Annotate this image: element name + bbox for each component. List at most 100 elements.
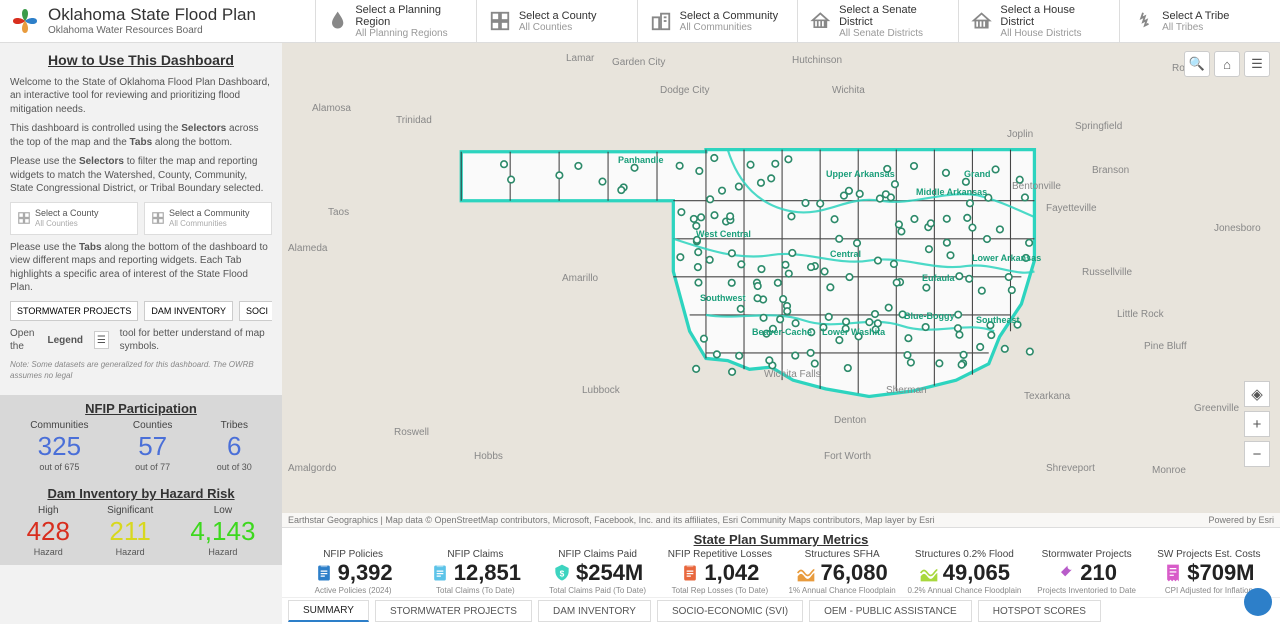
selector-0[interactable]: Select a Planning RegionAll Planning Reg… [315,0,476,42]
dam-stat-2: Low4,143Hazard [190,505,255,557]
region-label: Middle Arkansas [916,187,987,197]
city-label: Branson [1092,165,1129,176]
selector-4[interactable]: Select a House DistrictAll House Distric… [958,0,1119,42]
city-label: Shreveport [1046,463,1095,474]
capitol-icon [971,10,992,32]
map-tools: 🔍 ⌂ ☰ [1184,51,1270,77]
city-label: Wichita [832,85,865,96]
selectors: Select a Planning RegionAll Planning Reg… [315,0,1280,42]
legend-button[interactable]: ☰ [1244,51,1270,77]
how-to-panel: How to Use This Dashboard Welcome to the… [0,43,282,395]
zoom-controls: ◈ + − [1244,381,1270,467]
city-label: Texarkana [1024,391,1070,402]
mini-selector-0[interactable]: Select a CountyAll Counties [10,202,138,235]
city-label: Fayetteville [1046,203,1097,214]
region-label: Southwest [700,293,746,303]
summary-metrics: State Plan Summary Metrics NFIP Policies… [282,527,1280,597]
chat-button[interactable] [1244,588,1272,616]
city-label: Jonesboro [1214,223,1261,234]
region-label: Southeast [976,315,1020,325]
money-icon: $ [552,563,572,583]
wave-icon [796,563,816,583]
example-tab-2[interactable]: SOCI [239,301,272,321]
selector-3[interactable]: Select a Senate DistrictAll Senate Distr… [797,0,958,42]
metric-2: NFIP Claims Paid$$254MTotal Claims Paid … [537,549,659,595]
nfip-stat-1: Counties57out of 77 [133,420,172,472]
metric-3: NFIP Repetitive Losses1,042Total Rep Los… [659,549,781,595]
region-label: Grand [964,169,991,179]
feather-icon [1132,10,1154,32]
city-label: Greenville [1194,403,1239,414]
city-label: Amalgordo [288,463,336,474]
bottom-tab-5[interactable]: HOTSPOT SCORES [978,600,1101,622]
selector-2[interactable]: Select a CommunityAll Communities [637,0,798,42]
metric-6: Stormwater Projects210Projects Inventori… [1026,549,1148,595]
how-to-p1: Welcome to the State of Oklahoma Flood P… [10,76,272,117]
zoom-in-button[interactable]: + [1244,411,1270,437]
summary-title: State Plan Summary Metrics [292,532,1270,547]
how-to-heading: How to Use This Dashboard [10,51,272,70]
region-label: West Central [696,229,751,239]
receipt-icon [1163,563,1183,583]
legend-note: Open the Legend ☰ tool for better unders… [10,327,272,354]
bottom-tab-4[interactable]: OEM - PUBLIC ASSISTANCE [809,600,972,622]
clipboard-icon [430,563,450,583]
example-tabs: STORMWATER PROJECTS DAM INVENTORY SOCI [10,301,272,321]
region-label: Eufaula [922,273,955,283]
region-label: Lower Washita [822,327,885,337]
city-label: Alamosa [312,103,351,114]
city-label: Hutchinson [792,55,842,66]
nfip-title: NFIP Participation [8,401,274,416]
app-title: Oklahoma State Flood Plan [48,6,256,25]
tools-icon [1056,563,1076,583]
bottom-tab-2[interactable]: DAM INVENTORY [538,600,651,622]
selector-1[interactable]: Select a CountyAll Counties [476,0,637,42]
grid-icon [17,211,31,225]
city-label: Taos [328,207,349,218]
city-label: Alameda [288,243,327,254]
region-label: Panhandle [618,155,664,165]
city-label: Wichita Falls [764,369,821,380]
locate-button[interactable]: ◈ [1244,381,1270,407]
city-label: Russellville [1082,267,1132,278]
bottom-tab-1[interactable]: STORMWATER PROJECTS [375,600,532,622]
wave-icon [919,563,939,583]
city-label: Dodge City [660,85,709,96]
right-panel: Garden CityDodge CityHutchinsonWichitaRo… [282,43,1280,624]
metric-4: Structures SFHA76,0801% Annual Chance Fl… [781,549,903,595]
city-label: Springfield [1075,121,1122,132]
city-label: Garden City [612,57,665,68]
selector-5[interactable]: Select A TribeAll Tribes [1119,0,1280,42]
city-label: Bentonville [1012,181,1061,192]
svg-text:$: $ [560,568,565,578]
region-label: Beaver-Cache [752,327,812,337]
zoom-out-button[interactable]: − [1244,441,1270,467]
city-label: Denton [834,415,866,426]
bottom-tab-0[interactable]: SUMMARY [288,600,369,622]
city-label: Little Rock [1117,309,1164,320]
example-tab-0[interactable]: STORMWATER PROJECTS [10,301,138,321]
city-label: Joplin [1007,129,1033,140]
city-label: Lamar [566,53,594,64]
clipboard-icon [680,563,700,583]
grid-icon [489,10,511,32]
city-label: Hobbs [474,451,503,462]
city-label: Trinidad [396,115,432,126]
example-tab-1[interactable]: DAM INVENTORY [144,301,233,321]
capitol-icon [810,10,831,32]
nfip-stat-2: Tribes6out of 30 [217,420,252,472]
bottom-tab-3[interactable]: SOCIO-ECONOMIC (SVI) [657,600,803,622]
dam-panel: Dam Inventory by Hazard Risk High428Haza… [0,480,282,565]
bottom-tabs: SUMMARY STORMWATER PROJECTS DAM INVENTORY S… [282,597,1280,624]
map-attribution: Earthstar Geographics | Map data © OpenS… [282,513,1280,527]
metric-5: Structures 0.2% Flood49,0650.2% Annual C… [903,549,1025,595]
home-button[interactable]: ⌂ [1214,51,1240,77]
map[interactable]: Garden CityDodge CityHutchinsonWichitaRo… [282,43,1280,527]
how-to-p4: Please use the Tabs along the bottom of … [10,241,272,295]
search-button[interactable]: 🔍 [1184,51,1210,77]
mini-selector-1[interactable]: Select a CommunityAll Communities [144,202,272,235]
city-label: Sherman [886,385,927,396]
how-to-p3: Please use the Selectors to filter the m… [10,155,272,196]
metric-1: NFIP Claims12,851Total Claims (To Date) [414,549,536,595]
how-to-p2: This dashboard is controlled using the S… [10,122,272,149]
